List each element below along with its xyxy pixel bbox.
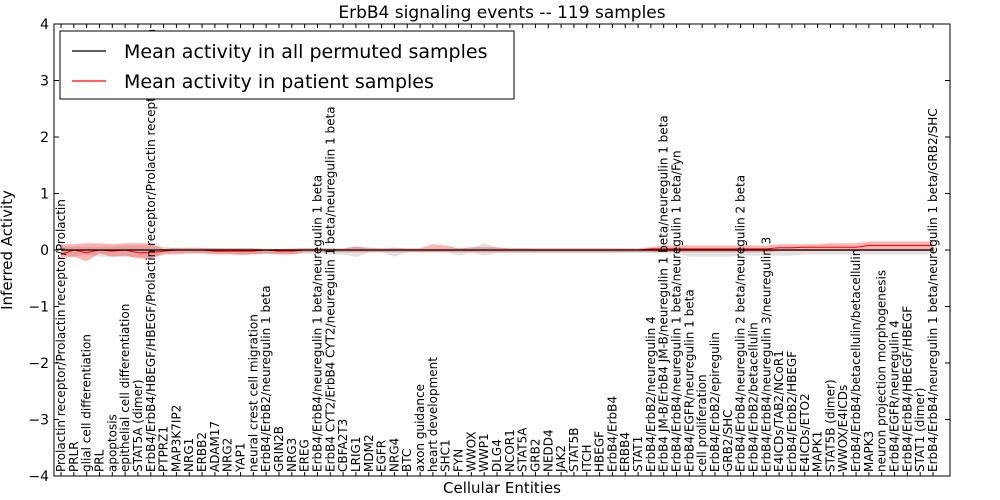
x-tick-label: STAT5B (dimer) [823,379,837,472]
x-tick-label: ErbB4 CYT2/ErbB4 CYT2/neuregulin 1 beta/… [323,106,337,472]
chart-title: ErbB4 signaling events -- 119 samples [338,3,665,23]
x-tick-label: ERBB2 [195,432,209,472]
x-tick-label: STAT5B [567,428,581,473]
x-tick-label: ADAM17 [208,421,222,472]
axes: −4 −3 −2 −1 0 1 2 3 4 [28,17,951,485]
x-tick-label: PRL [93,449,107,472]
legend-label-patient: Mean activity in patient samples [124,71,434,93]
x-tick-label: NRG4 [387,438,401,472]
x-tick-label: ErbB4/ErbB4/neuregulin 2 beta/neuregulin… [734,175,748,472]
x-tick-label: SHC1 [439,439,453,472]
y-tick-label: −1 [28,300,49,316]
x-tick-label: STAT1 [631,436,645,472]
x-tick-label: MAP3K7IP2 [169,405,183,472]
x-tick-label: WWOX/E4ICDs [836,385,850,472]
x-tick-label: ErbB4/ErbB4/neuregulin 1 beta/neuregulin… [311,175,325,472]
x-tick-label: heart development [426,357,440,472]
x-tick-label: GRIN2B [272,426,286,472]
x-tick-label: WWOX [464,431,478,472]
y-axis-label: Inferred Activity [0,190,16,310]
y-tick-label: 0 [40,243,49,259]
y-tick-label: −2 [28,356,49,372]
x-tick-label: ErbB4/ErbB4/neuregulin 1 beta/neuregulin… [926,108,940,472]
x-tick-label: STAT5A (dimer) [131,379,145,472]
x-tick-label: WWP1 [477,433,491,472]
x-tick-label: PTPRZ1 [157,426,171,472]
series-lines [60,245,933,255]
x-tick-label: GRB2 [529,438,543,472]
x-tick-label: ErbB4/ErbB2/neuregulin 4 [644,316,658,472]
x-tick-label: ErbB4/EGFR/neuregulin 1 beta [682,289,696,472]
x-tick-label: ERBB4 [618,432,632,472]
x-tick-label: ErbB4/ErbB4 [605,396,619,472]
x-tick-label: apoptosis [105,414,119,472]
y-tick-label: 3 [40,74,49,90]
x-tick-label: MAPK1 [811,431,825,472]
x-tick-label: DLG4 [490,439,504,472]
x-tick-label: MAPK3 [862,431,876,472]
x-axis-label: Cellular Entities [443,479,561,497]
x-tick-label: HBEGF [593,431,607,472]
band-series-1 [61,241,933,262]
x-tick-label: CBFA2T3 [336,419,350,472]
x-tick-label: Prolactin receptor/Prolactin receptor/Pr… [54,199,68,472]
y-tick-label: 4 [40,17,49,33]
x-tick-label: ErbB4/ErbB4/neuregulin 3/neuregulin 3 [759,237,773,472]
x-tick-label: GRB2/SHC [721,409,735,472]
x-tick-label: NRG3 [285,438,299,472]
x-tick-label: neural crest cell migration [246,314,260,472]
legend-label-permuted: Mean activity in all permuted samples [124,41,487,63]
x-tick-label: PRLR [67,441,81,472]
x-tick-label: axon guidance [413,384,427,472]
x-tick-label: glial cell differentiation [80,334,94,472]
x-tick-label: ErbB4/ErbB4/betacellulin/betacellulin [849,249,863,472]
x-tick-label: MDM2 [362,434,376,472]
x-tick-label: NRG2 [221,438,235,472]
x-tick-label: STAT5A [516,427,530,472]
x-tick-label: ErbB4/ErbB2/neuregulin 1 beta [259,285,273,472]
x-tick-label: ErbB4/ErbB2/betacellulin [747,322,761,472]
x-tick-label: NEDD4 [541,429,555,472]
x-tick-label: FYN [452,449,466,472]
x-tick-label: E4ICDs/ETO2 [798,393,812,472]
x-tick-labels: Prolactin receptor/Prolactin receptor/Pr… [54,29,940,473]
x-tick-label: STAT1 (dimer) [913,388,927,472]
y-tick-label: 1 [40,187,49,203]
x-tick-label: ErbB4/ErbB4/HBEGF/HBEGF [900,306,914,472]
confidence-bands [61,241,933,262]
x-tick-label: cell proliferation [695,374,709,472]
x-tick-label: ITCH [580,444,594,472]
x-tick-label: epithelial cell differentiation [118,304,132,472]
x-tick-label: ErbB4/ErbB4/HBEGF/HBEGF/Prolactin recept… [144,29,158,472]
x-tick-label: neuron projection morphogenesis [875,270,889,472]
x-tick-label: NCOR1 [503,429,517,472]
x-tick-label: NRG1 [182,438,196,472]
x-tick-label: LRIG1 [349,437,363,473]
x-tick-label: ErbB4/ErbB2/HBEGF [785,351,799,472]
x-tick-label: ErbB4 JM-B/ErbB4 JM-B/neuregulin 1 beta/… [657,115,671,472]
legend-box [59,30,515,100]
x-tick-label: BTC [400,449,414,472]
x-tick-label: YAP1 [234,443,248,473]
x-tick-label: E4ICDs/TAB2/NCoR1 [772,350,786,472]
y-tick-label: −3 [28,413,49,429]
x-tick-label: ErbB4/EGFR/neuregulin 4 [888,320,902,472]
x-tick-label: EGFR [375,440,389,472]
x-tick-label: EREG [298,439,312,472]
x-tick-label: JAK2 [554,445,568,473]
y-tick-label: 2 [40,130,49,146]
x-tick-label: ErbB4/ErbB2/epiregulin [708,332,722,472]
band-series-0 [61,243,933,259]
legend: Mean activity in all permuted samples Me… [59,30,515,100]
x-tick-label: ErbB4/ErbB4/neuregulin 1 beta/neuregulin… [670,150,684,472]
y-tick-label: −4 [28,469,49,485]
